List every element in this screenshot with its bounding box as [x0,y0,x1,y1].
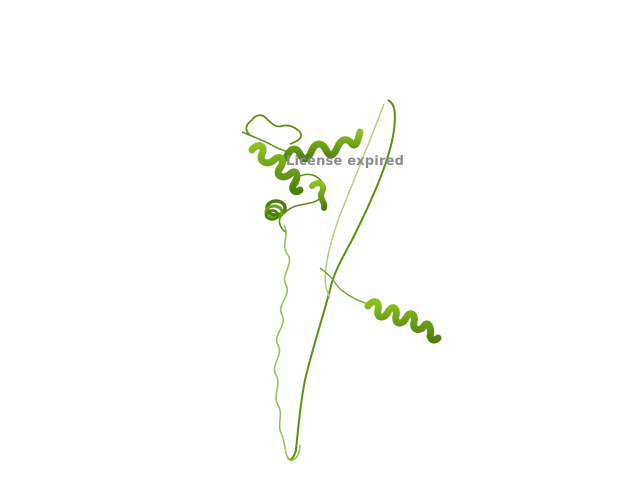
license-watermark: License expired [286,154,405,169]
helix-left-diagonal [248,142,304,196]
branch-strand [319,267,369,305]
coil-strand-light [324,103,385,299]
loop-connector [241,131,289,153]
helix-small-turn [309,180,328,211]
helix-top [282,128,364,163]
helix-end-on [264,199,287,221]
loop-top-left [245,114,302,145]
helix-lower-right [364,298,442,344]
coil-strand-wavy [273,224,301,462]
backbone-strand-right [287,99,396,461]
